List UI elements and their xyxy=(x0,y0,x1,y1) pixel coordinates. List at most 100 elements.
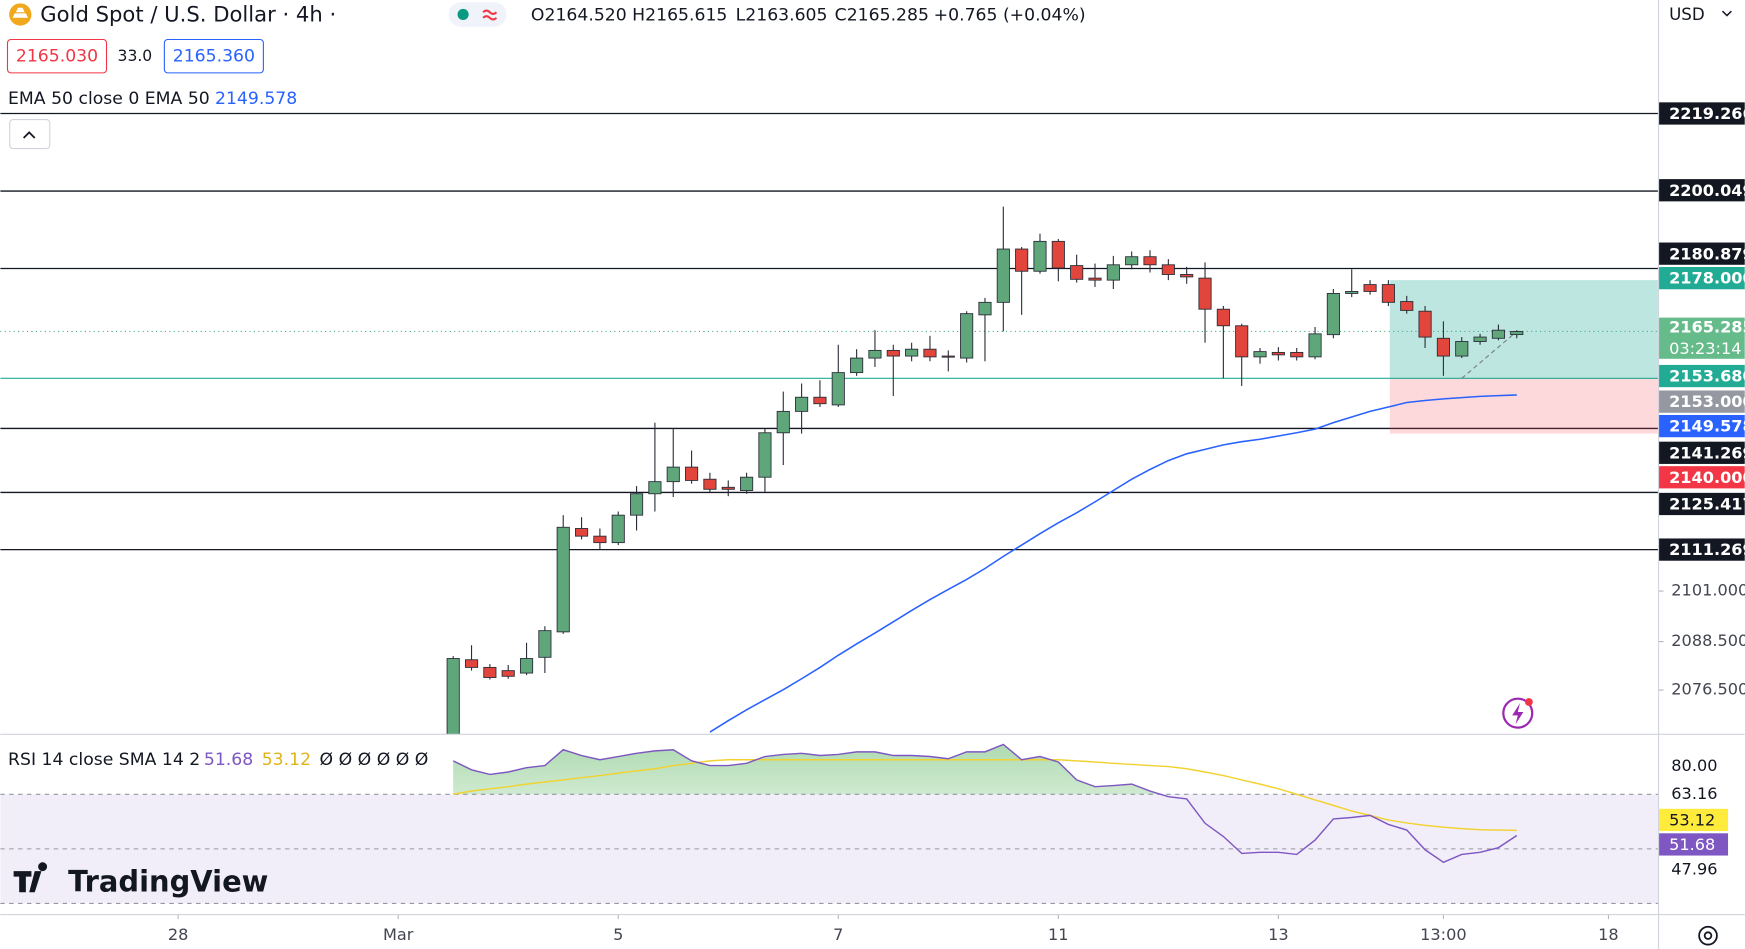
ohlc-close: C2165.285 xyxy=(835,6,929,26)
spread: 33.0 xyxy=(118,47,153,65)
candle-body xyxy=(740,476,754,491)
candle-body xyxy=(795,396,809,412)
candle-body xyxy=(941,355,955,358)
candle-body xyxy=(1271,351,1285,356)
currency[interactable]: USD xyxy=(1669,5,1705,24)
price-tag xyxy=(1659,179,1745,202)
symbol-icon-bars xyxy=(12,7,29,18)
price-tag-label: 2125.417 xyxy=(1669,495,1745,514)
candle-body xyxy=(886,349,900,357)
candle-body xyxy=(960,313,974,359)
y-tick-label: 2101.000 xyxy=(1671,581,1745,600)
ema-line xyxy=(709,394,1517,733)
candle-body xyxy=(721,486,735,490)
rsi-sma-legend-value: 53.12 xyxy=(262,750,311,770)
candle-body xyxy=(1033,240,1047,272)
candle-body xyxy=(831,372,845,406)
candle-body xyxy=(1326,293,1340,336)
brand-logo xyxy=(13,862,48,893)
candle-body xyxy=(630,493,644,516)
candle-body xyxy=(776,410,790,434)
candle-body xyxy=(850,357,864,374)
candle-body xyxy=(1106,264,1120,281)
candle-body xyxy=(1051,240,1065,269)
profit-zone xyxy=(1389,280,1658,379)
candle-body xyxy=(1198,277,1212,310)
candle-body xyxy=(1180,274,1194,278)
candle-body xyxy=(813,396,827,405)
candle-body xyxy=(758,432,772,478)
ohlc-high: H2165.615 xyxy=(632,6,727,26)
price-tag xyxy=(1659,538,1745,561)
price-tag xyxy=(1659,441,1745,464)
candle-body xyxy=(1345,290,1359,294)
ohlc-open: O2164.520 xyxy=(531,6,627,26)
price-tag-label: 2141.269 xyxy=(1669,443,1745,462)
candle-body xyxy=(1143,256,1157,266)
status-badge[interactable] xyxy=(448,2,507,27)
candle-body xyxy=(611,514,625,544)
candle-body xyxy=(1125,256,1139,266)
sell-button[interactable] xyxy=(6,38,108,74)
candle-body xyxy=(483,666,497,678)
symbol-title[interactable]: Gold Spot / U.S. Dollar · 4h · xyxy=(40,2,336,27)
rsi-sma-line xyxy=(453,759,1517,832)
x-tick-label: 7 xyxy=(833,925,843,944)
candle-body xyxy=(868,349,882,359)
price-tag xyxy=(1659,414,1745,438)
price-tag xyxy=(1659,242,1745,265)
x-tick-label: 5 xyxy=(613,925,623,944)
x-tick-label: 18 xyxy=(1598,925,1619,944)
brand-name[interactable]: TradingView xyxy=(68,864,268,898)
position-trail xyxy=(1461,331,1518,379)
price-tag-label: 2153.000 xyxy=(1669,392,1745,411)
candle-body xyxy=(905,348,919,357)
collapse-icon xyxy=(22,131,36,139)
price-tag xyxy=(1659,102,1745,125)
price-tag-label: 2178.000 xyxy=(1669,269,1745,288)
buy-price[interactable]: 2165.360 xyxy=(173,47,255,67)
price-tag xyxy=(1659,364,1745,388)
price-tag-label: 2111.269 xyxy=(1669,540,1745,559)
alert-icon[interactable] xyxy=(1502,697,1534,729)
price-tag xyxy=(1659,390,1745,413)
x-tick-label: 13 xyxy=(1268,925,1289,944)
settings-icon[interactable] xyxy=(1698,925,1718,946)
candle-body xyxy=(1491,329,1505,339)
rsi-tag xyxy=(1659,833,1729,856)
price-tag xyxy=(1659,492,1745,516)
candle-body xyxy=(996,248,1010,303)
settings-icon-core xyxy=(1703,931,1713,940)
candle-body xyxy=(1436,337,1450,357)
x-tick-label: 11 xyxy=(1048,925,1069,944)
candle-body xyxy=(501,670,515,677)
sell-price[interactable]: 2165.030 xyxy=(16,47,98,67)
candle-body xyxy=(1088,277,1102,281)
candle-body xyxy=(574,528,589,537)
candle-body xyxy=(556,526,570,633)
rsi-overbought-fill xyxy=(453,744,1517,795)
alert-dot xyxy=(1525,698,1533,706)
ema-legend-value: 2149.578 xyxy=(215,89,297,109)
alert-bolt xyxy=(1512,703,1524,725)
rsi-tick-label: 63.16 xyxy=(1671,784,1717,803)
price-tag-label: 2149.578 xyxy=(1669,417,1745,436)
candle-body xyxy=(1418,310,1432,338)
candle-body xyxy=(1015,248,1029,272)
candle-body xyxy=(1290,351,1304,358)
delay-icon xyxy=(482,9,498,21)
rsi-legend-label[interactable]: RSI 14 close SMA 14 2 xyxy=(8,750,200,770)
price-tag-label: 2180.879 xyxy=(1669,244,1745,263)
currency-dropdown xyxy=(1721,10,1732,17)
candle-body xyxy=(519,658,534,674)
candle-body xyxy=(1455,341,1469,357)
price-tag xyxy=(1659,466,1745,489)
ema-legend-label[interactable]: EMA 50 close 0 EMA 50 xyxy=(8,89,210,109)
price-tag xyxy=(1659,317,1745,359)
rsi-legend-na: Ø Ø Ø Ø Ø Ø xyxy=(320,750,429,770)
candle-body xyxy=(648,481,662,495)
candle-body xyxy=(923,348,937,358)
buy-button[interactable] xyxy=(163,38,264,74)
rsi-legend-value: 51.68 xyxy=(204,750,253,770)
